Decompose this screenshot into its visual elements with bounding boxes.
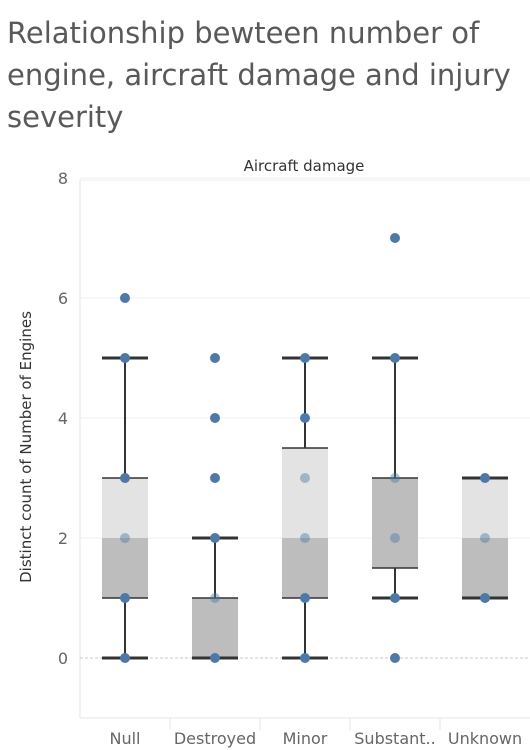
x-tick-label: Unknown [448,729,522,748]
data-point [390,533,400,543]
data-point [210,473,220,483]
data-point [300,653,310,663]
data-point [120,533,130,543]
y-tick-label: 2 [58,529,68,548]
data-point [480,593,490,603]
data-points [120,233,490,663]
x-axis-ticks: Null Destroyed Minor Substant.. Unknown [110,729,523,748]
box-unknown [462,476,508,600]
data-point [300,533,310,543]
data-point [390,593,400,603]
box-lower [102,538,148,598]
data-point [210,653,220,663]
box-null [102,356,148,660]
box-upper [282,448,328,538]
data-point [390,353,400,363]
box-upper [462,478,508,538]
x-tick-label: Null [110,729,141,748]
data-point [210,593,220,603]
boxes [102,356,508,660]
data-point [300,413,310,423]
data-point [210,533,220,543]
y-tick-label: 6 [58,289,68,308]
data-point [300,353,310,363]
y-tick-label: 4 [58,409,68,428]
data-point [480,473,490,483]
y-tick-label: 8 [58,169,68,188]
x-tick-label: Minor [283,729,328,748]
data-point [300,593,310,603]
box-substant [372,356,418,600]
data-point [300,473,310,483]
data-point [390,473,400,483]
y-axis-label: Distinct count of Number of Engines [17,311,35,583]
data-point [390,233,400,243]
box-lower [282,538,328,598]
box-lower [462,538,508,598]
data-point [120,593,130,603]
data-point [120,653,130,663]
box-lower [372,478,418,568]
column-header: Aircraft damage [244,157,365,175]
x-tick-label: Substant.. [354,729,435,748]
data-point [120,473,130,483]
y-tick-label: 0 [58,649,68,668]
box-minor [282,356,328,660]
data-point [120,353,130,363]
data-point [390,653,400,663]
data-point [480,533,490,543]
data-point [210,353,220,363]
x-tick-label: Destroyed [174,729,256,748]
y-axis-ticks: 0 2 4 6 8 [58,169,68,668]
chart-title: Relationship bewteen number of engine, a… [7,16,511,134]
box-lower [192,598,238,658]
data-point [210,413,220,423]
data-point [120,293,130,303]
box-upper [102,478,148,538]
